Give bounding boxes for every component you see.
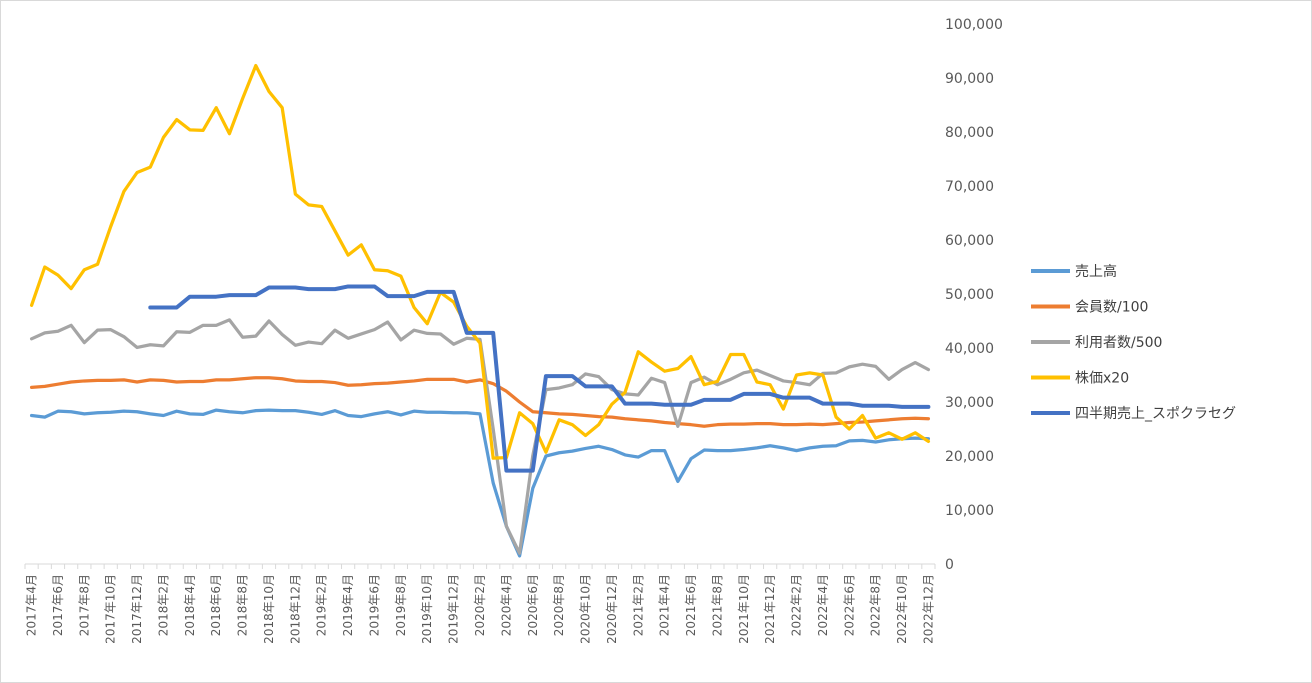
x-tick-label: 2019年12月	[447, 574, 461, 644]
y-tick-label: 70,000	[945, 179, 994, 195]
x-tick-label: 2020年2月	[473, 574, 487, 636]
x-tick-label: 2020年8月	[552, 574, 566, 636]
x-tick-label: 2022年12月	[921, 574, 935, 644]
legend-label: 株価x20	[1075, 371, 1129, 387]
series-line-4	[29, 63, 931, 460]
x-tick-label: 2017年4月	[25, 574, 39, 636]
x-tick-label: 2020年12月	[605, 574, 619, 644]
x-tick-label: 2018年12月	[288, 574, 302, 644]
legend-item: 株価x20	[1031, 371, 1129, 387]
x-tick-label: 2017年10月	[104, 574, 118, 644]
x-tick-label: 2022年10月	[895, 574, 909, 644]
x-tick-label: 2019年2月	[315, 574, 329, 636]
x-tick-label: 2018年6月	[209, 574, 223, 636]
series-line-1	[29, 408, 931, 558]
x-tick-label: 2019年10月	[420, 574, 434, 644]
x-tick-label: 2020年10月	[579, 574, 593, 644]
x-tick-label: 2018年10月	[262, 574, 276, 644]
x-tick-label: 2021年8月	[710, 574, 724, 636]
x-tick-label: 2018年2月	[156, 574, 170, 636]
x-tick-label: 2022年6月	[842, 574, 856, 636]
y-tick-label: 20,000	[945, 449, 994, 465]
legend-item: 会員数/100	[1031, 300, 1148, 316]
y-tick-label: 60,000	[945, 233, 994, 249]
x-tick-label: 2022年2月	[790, 574, 804, 636]
y-tick-label: 30,000	[945, 395, 994, 411]
y-tick-label: 80,000	[945, 125, 994, 141]
x-tick-label: 2020年6月	[526, 574, 540, 636]
series-line-3	[29, 318, 931, 555]
legend-item: 売上高	[1031, 263, 1117, 280]
legend-item: 四半期売上_スポクラセグ	[1031, 406, 1236, 422]
x-tick-label: 2017年6月	[51, 574, 65, 636]
x-tick-label: 2021年10月	[737, 574, 751, 644]
x-tick-label: 2019年4月	[341, 574, 355, 636]
y-axis: 0 10,000 20,000 30,000 40,000 50,000 60,000 70,…	[945, 17, 1003, 573]
x-tick-label: 2018年4月	[183, 574, 197, 636]
legend-label: 四半期売上_スポクラセグ	[1075, 406, 1236, 422]
x-tick-label: 2020年4月	[499, 574, 513, 636]
x-tick-label: 2021年12月	[763, 574, 777, 644]
x-tick-label: 2021年6月	[684, 574, 698, 636]
x-tick-label: 2022年4月	[816, 574, 830, 636]
x-tick-label: 2021年4月	[658, 574, 672, 636]
legend-item: 利用者数/500	[1031, 335, 1162, 351]
x-tick-label: 2018年8月	[236, 574, 250, 636]
x-tick-label: 2021年2月	[631, 574, 645, 636]
y-tick-label: 100,000	[945, 17, 1003, 33]
y-tick-label: 90,000	[945, 71, 994, 87]
plot-area	[29, 63, 931, 558]
legend-label: 売上高	[1075, 263, 1117, 280]
y-tick-label: 0	[945, 557, 954, 573]
x-tick-label: 2019年6月	[367, 574, 381, 636]
y-tick-label: 40,000	[945, 341, 994, 357]
series-line-5	[148, 284, 931, 473]
series-line-2	[29, 376, 931, 428]
x-tick-label: 2022年8月	[869, 574, 883, 636]
x-axis: 2017年4月 2017年6月 2017年8月 2017年10月 2017年12月 201…	[24, 564, 936, 644]
x-tick-label: 2019年8月	[394, 574, 408, 636]
legend-label: 会員数/100	[1075, 300, 1148, 316]
x-tick-label: 2017年8月	[77, 574, 91, 636]
legend-label: 利用者数/500	[1075, 335, 1162, 351]
y-tick-label: 50,000	[945, 287, 994, 303]
y-tick-label: 10,000	[945, 503, 994, 519]
x-tick-label: 2017年12月	[130, 574, 144, 644]
